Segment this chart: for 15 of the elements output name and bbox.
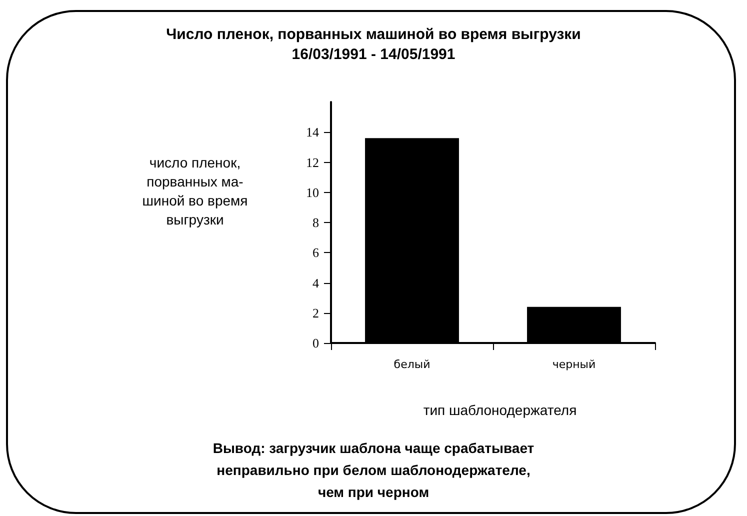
- y-tick-label: 10: [306, 184, 319, 200]
- y-tick-label: 12: [306, 154, 319, 170]
- text: Вывод: загрузчик шаблона чаще срабатывает неправильно при белом шаблонодержателе, чем при черном: [212, 440, 534, 500]
- x-axis-title: тип шаблонодержателя: [423, 402, 577, 418]
- chart-subtitle: 16/03/1991 - 14/05/1991: [292, 46, 456, 63]
- y-tick-label: 4: [312, 275, 320, 290]
- x-tick-label: черный: [552, 358, 596, 371]
- chart-title: Число пленок, порванных машиной во время выгрузки: [166, 26, 581, 43]
- y-axis-title: число пленок, порванных ма- шиной во время выгрузки: [142, 154, 248, 228]
- y-tick-label: 14: [306, 124, 320, 140]
- y-tick-label: 0: [312, 336, 319, 350]
- y-tick-label: 8: [312, 215, 319, 230]
- y-tick-label: 6: [312, 245, 320, 260]
- y-tick-label: 2: [312, 305, 319, 320]
- x-tick-label: белый: [394, 358, 430, 371]
